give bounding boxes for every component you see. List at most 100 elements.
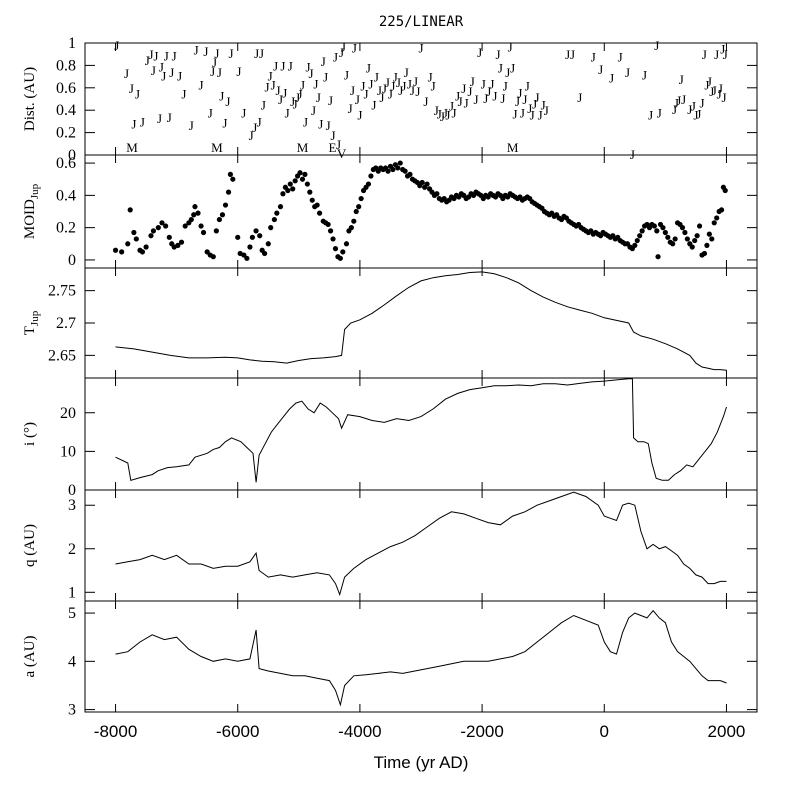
encounter-j: J (203, 44, 208, 59)
moid-point (125, 241, 131, 247)
encounter-j: J (153, 48, 158, 63)
encounter-j: J (298, 86, 303, 101)
encounter-j: J (210, 64, 215, 79)
encounter-j: J (401, 79, 406, 94)
encounter-j: J (565, 47, 570, 62)
q-series-line (115, 491, 727, 597)
encounter-j: J (390, 79, 395, 94)
moid-point (227, 171, 233, 177)
encounter-j: J (151, 63, 156, 78)
encounter-j: J (498, 61, 503, 76)
encounter-j: J (318, 117, 323, 132)
moid-point (696, 223, 703, 229)
encounter-j: J (520, 105, 525, 120)
encounter-j: J (522, 92, 527, 107)
encounter-j: J (379, 90, 384, 105)
moid-point (637, 233, 643, 239)
y-tick-label: 5 (68, 605, 76, 622)
encounter-j: J (303, 114, 308, 129)
moid-point (112, 247, 119, 253)
moid-point (665, 234, 671, 240)
moid-point (662, 229, 668, 236)
x-axis-label: Time (yr AD) (374, 753, 469, 772)
encounter-j: J (252, 120, 257, 135)
encounter-j: J (268, 68, 273, 83)
encounter-j: J (385, 75, 390, 90)
encounter-j: J (259, 46, 264, 61)
encounter-j: J (413, 74, 418, 89)
moid-point (247, 244, 253, 250)
encounter-j: J (271, 77, 276, 92)
encounter-j: J (674, 95, 679, 110)
moid-point (709, 236, 715, 242)
moid-point (689, 244, 695, 250)
encounter-j: J (721, 90, 726, 105)
encounter-j: J (212, 55, 217, 70)
encounter-j: J (505, 65, 510, 80)
moid-point (216, 216, 222, 223)
encounter-j: J (541, 98, 546, 113)
encounter-j: J (371, 98, 376, 113)
moid-point (651, 223, 657, 229)
encounter-j: J (513, 107, 518, 122)
encounter-j: J (434, 103, 439, 118)
encounter-j: J (676, 93, 681, 108)
moid-point (274, 210, 280, 216)
moid-point (679, 225, 686, 231)
encounter-j: J (316, 90, 321, 105)
encounter-j: J (293, 96, 298, 111)
moid-point (178, 239, 185, 245)
encounter-j: J (699, 95, 704, 110)
moid-point (434, 191, 440, 197)
moid-point (210, 254, 216, 260)
y-tick-label: 2 (68, 541, 76, 558)
encounter-j: J (257, 114, 262, 129)
encounter-j: J (577, 90, 582, 105)
moid-point (175, 242, 181, 248)
encounter-j: J (642, 67, 647, 82)
encounter-j: J (535, 90, 540, 105)
encounter-j: J (500, 91, 505, 106)
encounter-j: J (236, 64, 241, 79)
encounter-j: J (249, 128, 254, 143)
encounter-j: J (544, 103, 549, 118)
moid-point (694, 233, 700, 239)
moid-point (353, 208, 359, 215)
encounter-j: J (280, 58, 285, 73)
encounter-j: J (261, 98, 266, 113)
moid-point (706, 231, 712, 237)
encounter-j: J (467, 84, 472, 99)
encounter-j: J (341, 39, 346, 54)
encounter-j: J (167, 110, 172, 125)
x-tick-label: -2000 (460, 722, 503, 741)
moid-point (368, 173, 374, 179)
encounter-j: J (393, 70, 398, 85)
moid-point (200, 229, 207, 236)
encounter-j: J (696, 107, 701, 122)
moid-point (257, 233, 263, 239)
encounter-j: J (145, 53, 150, 68)
encounter-j: J (181, 86, 186, 101)
encounter-v: V (337, 146, 347, 161)
panel-frame (84, 600, 758, 713)
encounter-j: J (114, 38, 119, 53)
encounter-j: J (714, 47, 719, 62)
moid-point (419, 179, 425, 186)
x-tick-label: 0 (600, 722, 609, 741)
y-tick-label: 3 (68, 702, 76, 719)
encounter-j: J (288, 58, 293, 73)
encounter-j: J (630, 147, 635, 162)
encounter-j: J (455, 89, 460, 104)
y-tick-label: 0.4 (56, 102, 76, 119)
encounter-j: J (164, 48, 169, 63)
encounter-j: J (254, 46, 259, 61)
encounter-j: J (492, 89, 497, 104)
encounter-j: J (374, 70, 379, 85)
moid-point (127, 207, 133, 213)
encounter-j: J (177, 68, 182, 83)
encounter-j: J (517, 85, 522, 100)
y-axis-label: i (°) (22, 422, 38, 446)
